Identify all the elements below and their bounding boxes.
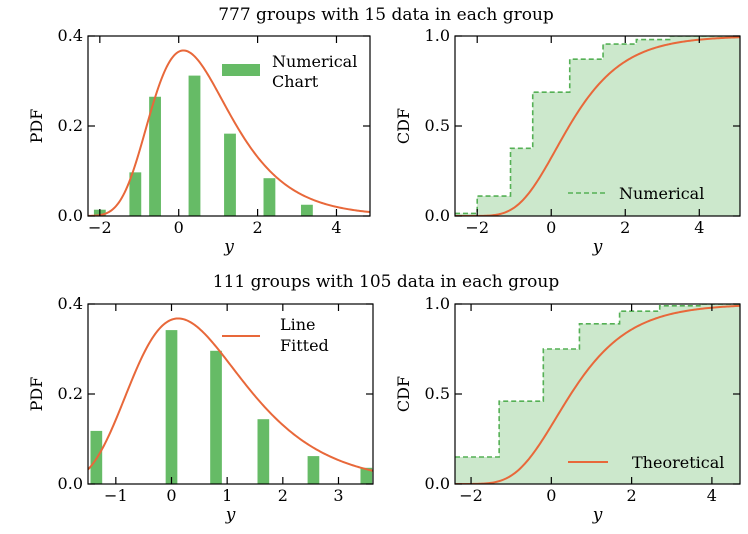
x-tick-label: 4: [707, 486, 717, 505]
plot-area: [455, 36, 740, 216]
y-tick-label: 0.4: [58, 294, 83, 313]
x-axis-label: y: [223, 237, 234, 257]
empirical-step: [455, 304, 740, 458]
y-axis-label: PDF: [27, 109, 46, 144]
x-axis-label: y: [225, 505, 236, 525]
panel-top-right-cdf: −2 0 2 4 0.0 0.5 1.0 y CDF Numerical: [394, 26, 741, 257]
x-tick-label: 4: [694, 218, 704, 237]
y-tick-label: 0.5: [425, 116, 450, 135]
bar: [224, 133, 236, 216]
row-title-bottom: 111 groups with 105 data in each group: [213, 272, 560, 292]
y-tick-label: 0.0: [425, 474, 450, 493]
x-tick-label: 2: [253, 218, 263, 237]
cdf-fill: [455, 304, 740, 484]
empirical-step: [455, 36, 740, 215]
legend-label: Numerical: [619, 184, 704, 203]
y-tick-label: 0.2: [58, 116, 83, 135]
legend-label: Fitted: [280, 336, 329, 355]
y-tick-label: 0.0: [58, 474, 83, 493]
legend-label: Theoretical: [632, 453, 724, 472]
panel-bottom-left-pdf: −1 0 1 2 3 0.0 0.2 0.4 y PDF Line Fitted: [27, 294, 374, 525]
theoretical-curve: [455, 304, 740, 484]
x-tick-label: 2: [278, 486, 288, 505]
bar: [129, 172, 142, 216]
y-axis-label: CDF: [394, 376, 413, 412]
fitted-curve: [88, 317, 373, 472]
x-tick-label: 4: [331, 218, 341, 237]
y-tick-label: 0.0: [58, 206, 83, 225]
y-tick-label: 1.0: [425, 294, 450, 313]
bar: [257, 419, 270, 484]
bar: [360, 467, 373, 484]
x-tick-label: 0: [166, 486, 176, 505]
x-tick-label: −2: [459, 486, 483, 505]
plot-area: [455, 304, 740, 484]
x-tick-label: 2: [627, 486, 637, 505]
theoretical-curve: [455, 36, 740, 216]
x-tick-label: 3: [333, 486, 343, 505]
legend-swatch-bar: [222, 64, 260, 76]
x-tick-label: 0: [546, 486, 556, 505]
x-axis-label: y: [592, 237, 603, 257]
bar: [210, 350, 222, 484]
bar: [263, 178, 276, 216]
plot-area: [88, 317, 373, 484]
x-tick-label: −2: [88, 218, 112, 237]
x-tick-label: 0: [546, 218, 556, 237]
cdf-fill: [455, 36, 740, 216]
y-axis-label: CDF: [394, 108, 413, 144]
panel-bottom-right-cdf: −2 0 2 4 0.0 0.5 1.0 y CDF Theoretical: [394, 294, 741, 525]
plot-area: [88, 49, 370, 216]
legend-label: Chart: [272, 72, 319, 91]
y-tick-label: 0.5: [425, 384, 450, 403]
y-tick-label: 0.4: [58, 26, 83, 45]
row-title-top: 777 groups with 15 data in each group: [218, 5, 554, 25]
bar: [188, 75, 201, 216]
legend-label: Line: [280, 315, 316, 334]
bar: [165, 330, 178, 484]
x-tick-label: 2: [620, 218, 630, 237]
x-axis-label: y: [592, 505, 603, 525]
bar: [300, 204, 313, 216]
y-tick-label: 0.2: [58, 384, 83, 403]
fitted-curve: [88, 49, 370, 216]
bar: [149, 96, 161, 216]
y-tick-label: 0.0: [425, 206, 450, 225]
bar: [307, 456, 320, 484]
x-tick-label: 0: [174, 218, 184, 237]
x-tick-label: −1: [104, 486, 128, 505]
legend-label: Numerical: [272, 52, 357, 71]
x-tick-label: 1: [222, 486, 232, 505]
y-tick-label: 1.0: [425, 26, 450, 45]
x-tick-label: −2: [465, 218, 489, 237]
y-axis-label: PDF: [27, 377, 46, 412]
